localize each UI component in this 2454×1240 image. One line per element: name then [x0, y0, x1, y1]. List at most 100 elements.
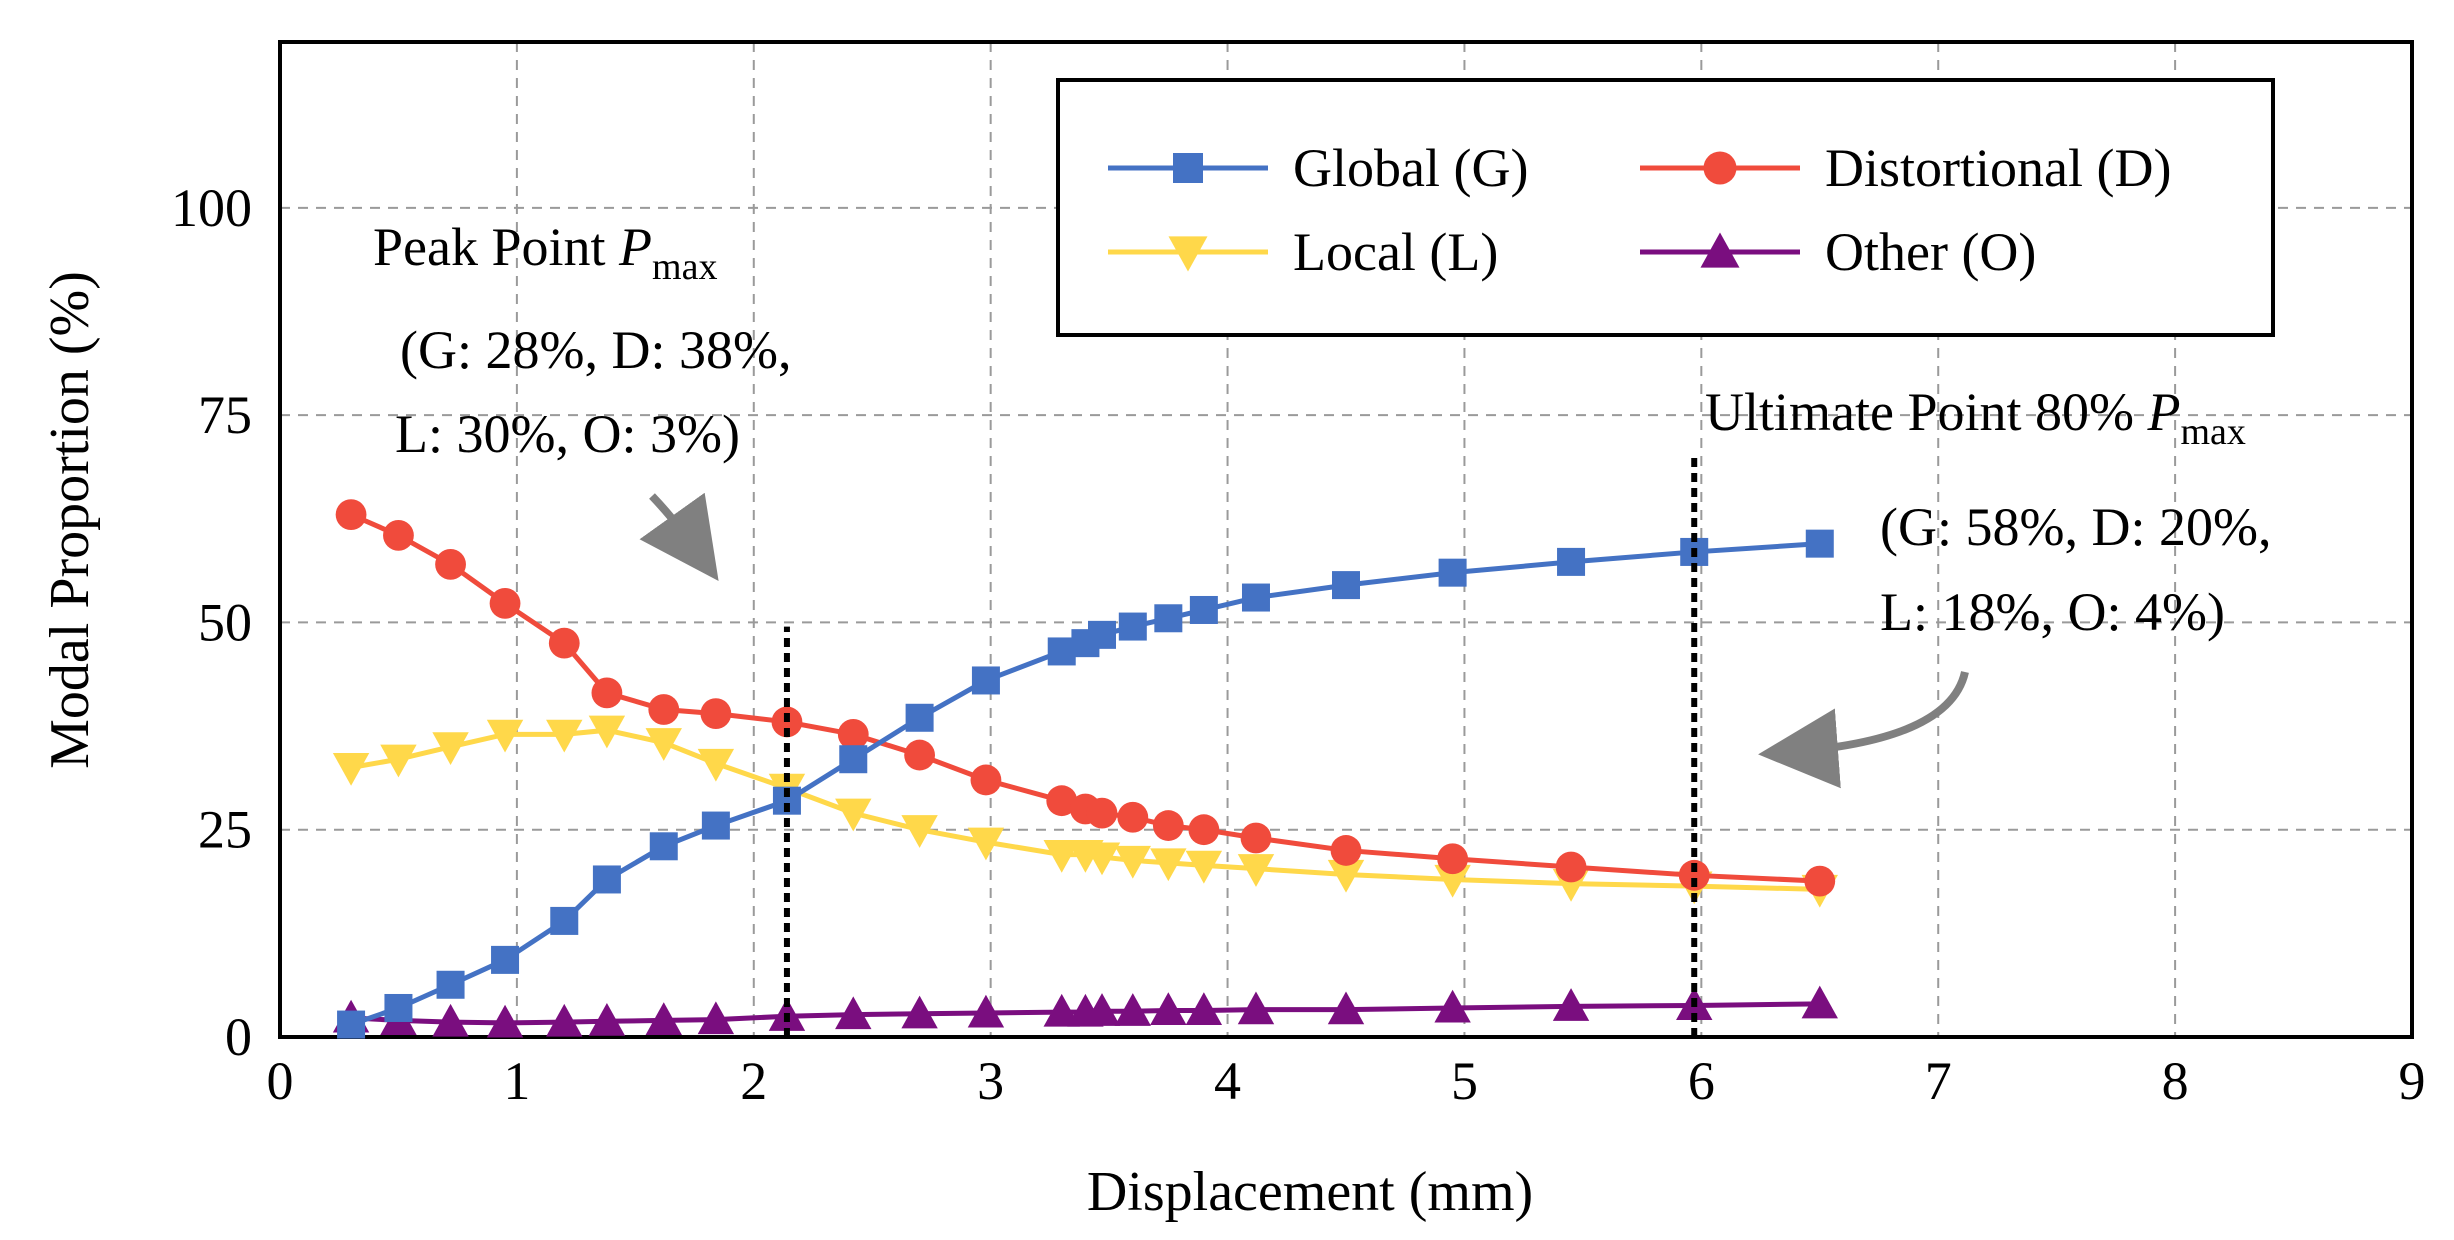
- data-point-L: [1043, 840, 1080, 873]
- data-point-G: [1047, 637, 1076, 666]
- ultimate-subscript: max: [2180, 411, 2245, 453]
- data-point-L: [1434, 864, 1471, 898]
- data-point-L: [546, 719, 583, 753]
- data-point-G: [491, 945, 520, 974]
- peak-annotation-line2: L: 30%, O: 3%): [395, 404, 740, 464]
- data-point-G: [905, 703, 934, 732]
- legend-label: Distortional (D): [1825, 138, 2171, 198]
- series-layer: [332, 499, 1838, 1039]
- data-point-G: [701, 811, 730, 840]
- x-tick-label: 5: [1451, 1051, 1478, 1111]
- legend-label: Global (G): [1293, 138, 1528, 198]
- data-point-O: [1434, 989, 1471, 1023]
- data-point-G: [337, 1010, 366, 1039]
- x-tick-label: 1: [503, 1051, 530, 1111]
- x-tick-label: 9: [2399, 1051, 2426, 1111]
- data-point-G: [592, 865, 621, 894]
- data-point-G: [384, 993, 413, 1022]
- data-point-D: [1804, 865, 1836, 897]
- data-point-D: [1555, 851, 1587, 883]
- data-point-D: [1188, 814, 1220, 846]
- legend-item-D: Distortional (D): [1640, 138, 2171, 198]
- reference-lines: [783, 456, 1698, 1037]
- data-point-D: [837, 718, 869, 750]
- data-point-G: [1189, 595, 1218, 624]
- data-point-G: [971, 666, 1000, 695]
- data-point-D: [435, 548, 466, 580]
- y-tick-label: 100: [171, 178, 252, 238]
- data-point-O: [486, 1004, 524, 1038]
- legend-marker: [1703, 151, 1737, 185]
- data-point-L: [835, 798, 872, 832]
- data-point-O: [546, 1003, 583, 1037]
- ultimate-annotation-title: Ultimate Point 80% Pmax: [1705, 382, 2246, 453]
- data-point-L: [645, 728, 682, 761]
- series-L: [332, 715, 1838, 908]
- y-tick-label: 25: [198, 800, 252, 860]
- peak-annotation-title: Peak Point Pmax: [373, 217, 717, 288]
- data-point-G: [1805, 529, 1834, 558]
- data-point-L: [1150, 848, 1187, 882]
- data-point-O: [1083, 993, 1121, 1026]
- data-point-O: [1237, 991, 1275, 1025]
- x-tick-label: 4: [1214, 1051, 1241, 1111]
- data-point-D: [648, 694, 680, 725]
- data-point-D: [1437, 843, 1468, 875]
- data-point-G: [649, 832, 678, 861]
- peak-annotation-line1: (G: 28%, D: 38%,: [400, 320, 791, 380]
- legend-marker: [1173, 153, 1203, 183]
- series-D: [335, 499, 1836, 897]
- x-tick-label: 2: [740, 1051, 767, 1111]
- y-tick-label: 50: [198, 592, 252, 652]
- data-point-D: [970, 764, 1002, 796]
- peak-subscript: max: [652, 246, 717, 288]
- data-point-D: [1046, 785, 1078, 817]
- data-point-G: [1088, 620, 1117, 649]
- legend-item-O: Other (O): [1640, 222, 2036, 282]
- y-axis-title: Modal Proportion (%): [39, 271, 101, 769]
- data-point-O: [1114, 993, 1151, 1026]
- data-point-L: [1327, 859, 1365, 893]
- data-point-O: [1801, 985, 1838, 1019]
- data-point-G: [1118, 612, 1147, 641]
- data-point-L: [967, 827, 1005, 861]
- data-point-L: [588, 715, 626, 749]
- ultimate-arrow: [1758, 670, 1969, 789]
- legend-label: Other (O): [1825, 222, 2036, 282]
- legend-marker: [1700, 232, 1740, 268]
- x-tick-labels: 0 1 2 3 4 5 6 7 8 9: [267, 1051, 2426, 1111]
- legend-item-L: Local (L): [1108, 222, 1498, 282]
- x-axis-title: Displacement (mm): [1087, 1161, 1533, 1223]
- data-point-G: [550, 906, 579, 935]
- data-point-O: [1552, 988, 1590, 1021]
- y-tick-label: 75: [198, 385, 252, 445]
- data-point-O: [1327, 991, 1365, 1025]
- data-point-G: [1154, 604, 1183, 633]
- peak-symbol: P: [618, 217, 652, 277]
- data-point-D: [1086, 797, 1118, 829]
- data-point-O: [697, 1001, 735, 1035]
- y-tick-label: 0: [225, 1007, 252, 1067]
- data-point-L: [1083, 842, 1121, 876]
- series-O: [332, 985, 1838, 1038]
- data-point-O: [645, 1002, 682, 1035]
- peak-title-text: Peak Point: [373, 217, 619, 277]
- data-point-L: [380, 744, 417, 778]
- data-point-L: [486, 719, 524, 753]
- x-tick-label: 8: [2162, 1051, 2189, 1111]
- data-point-L: [332, 752, 370, 786]
- data-point-D: [1330, 835, 1362, 866]
- data-point-D: [1240, 822, 1272, 854]
- series-line-D: [350, 512, 1820, 884]
- data-point-L: [1237, 854, 1275, 887]
- ultimate-annotation-line1: (G: 58%, D: 20%,: [1880, 497, 2271, 557]
- data-point-O: [1150, 992, 1187, 1026]
- data-point-D: [700, 698, 732, 730]
- x-tick-label: 3: [977, 1051, 1004, 1111]
- data-point-O: [967, 994, 1005, 1028]
- data-point-D: [591, 677, 623, 709]
- data-point-O: [901, 995, 938, 1029]
- ultimate-title-text: Ultimate Point 80%: [1705, 382, 2147, 442]
- x-tick-label: 7: [1925, 1051, 1952, 1111]
- x-tick-label: 0: [267, 1051, 294, 1111]
